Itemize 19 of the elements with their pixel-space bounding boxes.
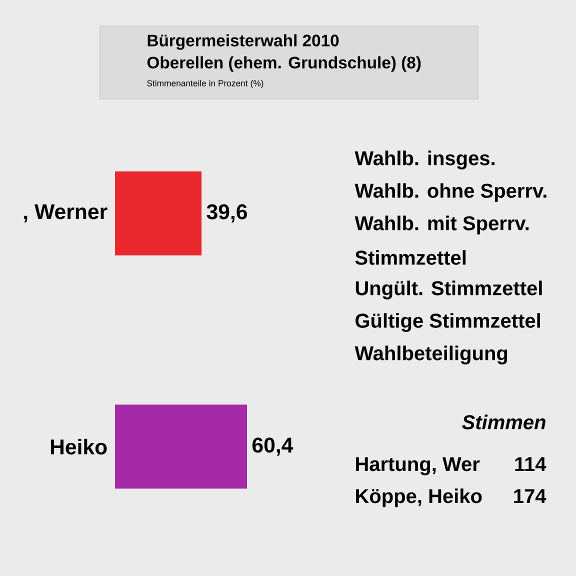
text: 174 [514, 489, 546, 504]
text: Stimmen [462, 414, 546, 430]
data-label: 60,4 [252, 438, 294, 456]
text: Oberellen (ehem. Grundschule) (8) [147, 56, 421, 72]
text: Stimmenanteile in Prozent (%) [147, 80, 264, 88]
y-tick-label: Heiko [50, 438, 107, 455]
text: Wahlb. mit Sperrv. [354, 216, 529, 234]
y-tick-label: , Werner [24, 204, 108, 222]
text: 114 [515, 457, 546, 472]
text: Hartung, Wer [356, 457, 480, 476]
chart-title: Bürgermeisterwahl 2010 [148, 34, 339, 50]
text: Köppe, Heiko [356, 488, 482, 508]
text: Wahlbeteiligung [354, 346, 508, 364]
text: Wahlb. insges. [354, 150, 494, 170]
text: Gültige Stimmzettel [356, 313, 540, 332]
data-label: 39,6 [206, 204, 247, 222]
text: Ungült. Stimmzettel [356, 280, 542, 300]
text: Wahlb. ohne Sperrv. [354, 183, 546, 202]
text: Stimmzettel [355, 250, 466, 265]
